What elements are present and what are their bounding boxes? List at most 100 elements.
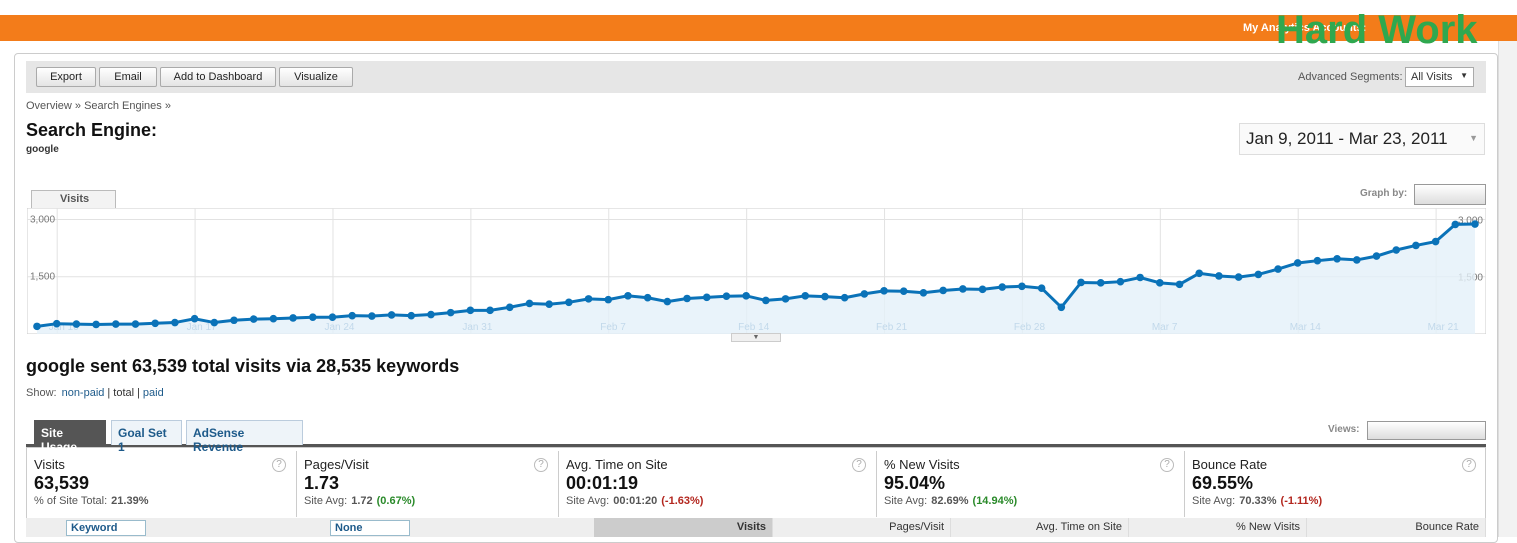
views-buttons[interactable]: [1367, 421, 1486, 440]
column-header[interactable]: None: [330, 520, 410, 536]
page-title: Search Engine:: [26, 120, 158, 140]
help-icon[interactable]: ?: [534, 458, 548, 472]
y-tick-label: 3,000: [30, 214, 55, 225]
metric-change: (0.67%): [376, 495, 416, 507]
data-point: [289, 314, 297, 322]
metric-sub-value: 70.33%: [1239, 495, 1277, 507]
data-point: [683, 294, 691, 303]
tab[interactable]: Site Usage: [34, 420, 106, 454]
metric-sub-label: % of Site Total:: [34, 495, 108, 507]
metric-change: (14.94%): [972, 495, 1018, 507]
help-icon[interactable]: ?: [1160, 458, 1174, 472]
scrollbar[interactable]: [1498, 41, 1517, 537]
y-tick-label: 3,000: [1458, 215, 1483, 226]
data-point: [880, 287, 888, 295]
data-point: [604, 295, 613, 304]
watermark: Hard Work: [1276, 8, 1478, 52]
metric-sub-label: Site Avg:: [1192, 495, 1236, 507]
data-point: [840, 293, 849, 302]
data-point: [33, 322, 41, 331]
breadcrumb-item[interactable]: Overview: [26, 100, 72, 112]
metric-sub: % of Site Total: 21.39%: [34, 495, 289, 507]
show-option[interactable]: non-paid: [61, 387, 105, 399]
data-point: [348, 311, 356, 320]
data-point: [1412, 241, 1420, 250]
data-point: [1175, 280, 1184, 289]
accounts-label[interactable]: My Analytics Accounts:: [1243, 22, 1367, 34]
toolbar-button[interactable]: Export: [36, 67, 96, 87]
data-point: [762, 296, 770, 305]
graph-by-buttons[interactable]: [1414, 184, 1486, 205]
metric-name: Pages/Visit: [304, 457, 369, 472]
data-point: [624, 292, 632, 300]
tab[interactable]: Goal Set 1: [111, 420, 182, 454]
metric-sub-label: Site Avg:: [884, 495, 928, 507]
date-range[interactable]: Jan 9, 2011 - Mar 23, 2011 ▼: [1239, 123, 1485, 155]
data-point: [939, 286, 947, 295]
column-header[interactable]: Visits: [594, 518, 773, 537]
data-point: [801, 292, 810, 300]
column-header[interactable]: Avg. Time on Site: [951, 518, 1129, 537]
data-point: [1096, 279, 1105, 287]
metric-sub: Site Avg: 1.72 (0.67%): [304, 495, 551, 507]
data-point: [899, 287, 908, 296]
data-point: [72, 320, 81, 328]
chart-toggle[interactable]: ▼: [731, 333, 781, 342]
show-option[interactable]: total: [113, 387, 135, 399]
help-icon[interactable]: ?: [272, 458, 286, 472]
data-point: [486, 306, 494, 315]
data-point: [702, 293, 711, 302]
metric-sub: Site Avg: 82.69% (14.94%): [884, 495, 1177, 507]
metric-value: 00:01:19: [566, 473, 639, 493]
toolbar-button[interactable]: Add to Dashboard: [160, 67, 276, 87]
segment: All Visits: [1411, 71, 1453, 83]
toolbar-button[interactable]: Email: [99, 67, 157, 87]
data-point: [1018, 282, 1026, 291]
graph-by-label: Graph by:: [1360, 188, 1408, 199]
show-filter: Show: non-paid | total | paid: [26, 387, 167, 399]
data-point: [781, 295, 790, 303]
data-point: [978, 285, 987, 294]
summary: google sent 63,539 total visits via 28,5…: [26, 356, 460, 376]
data-point: [407, 311, 416, 320]
data-point: [308, 313, 317, 321]
date-text: Jan 9, 2011 - Mar 23, 2011: [1246, 129, 1448, 148]
data-point: [1195, 269, 1204, 278]
column-header[interactable]: Bounce Rate: [1307, 518, 1486, 537]
data-point: [1293, 259, 1302, 267]
help-icon[interactable]: ?: [852, 458, 866, 472]
column-header[interactable]: Keyword: [66, 520, 146, 536]
data-point: [643, 293, 652, 302]
y-tick-label: 1,500: [30, 272, 55, 283]
data-point: [171, 318, 179, 327]
column-header[interactable]: Pages/Visit: [773, 518, 951, 537]
data-point: [1392, 246, 1401, 254]
metric-sub-label: Site Avg:: [566, 495, 610, 507]
data-point: [1254, 270, 1263, 279]
column-header[interactable]: % New Visits: [1129, 518, 1307, 537]
data-point: [1333, 254, 1341, 263]
data-point: [1156, 279, 1164, 287]
data-point: [1116, 277, 1125, 286]
metric-card: Bounce Rate 69.55% Site Avg: 70.33% (-1.11%)…: [1185, 451, 1486, 517]
segment-select[interactable]: All Visits ▼: [1405, 67, 1474, 87]
tab[interactable]: AdSense Revenue: [186, 420, 303, 454]
data-point: [328, 313, 337, 321]
metric-sub-value: 1.72: [351, 495, 373, 507]
graph-tab[interactable]: Visits: [31, 190, 116, 209]
data-point: [131, 320, 140, 328]
data-point: [505, 303, 514, 312]
help-icon[interactable]: ?: [1462, 458, 1476, 472]
data-point: [860, 290, 869, 298]
data-point: [1313, 256, 1322, 265]
metric-card: Visits 63,539 % of Site Total: 21.39%?: [27, 451, 297, 517]
show-option[interactable]: paid: [142, 387, 164, 399]
toolbar-button[interactable]: Visualize: [279, 67, 353, 87]
data-point: [1037, 284, 1046, 292]
data-point: [584, 295, 593, 303]
metric-sub-value: 21.39%: [111, 495, 149, 507]
breadcrumb-item[interactable]: Search Engines: [84, 100, 162, 112]
show-option: |: [137, 387, 140, 399]
